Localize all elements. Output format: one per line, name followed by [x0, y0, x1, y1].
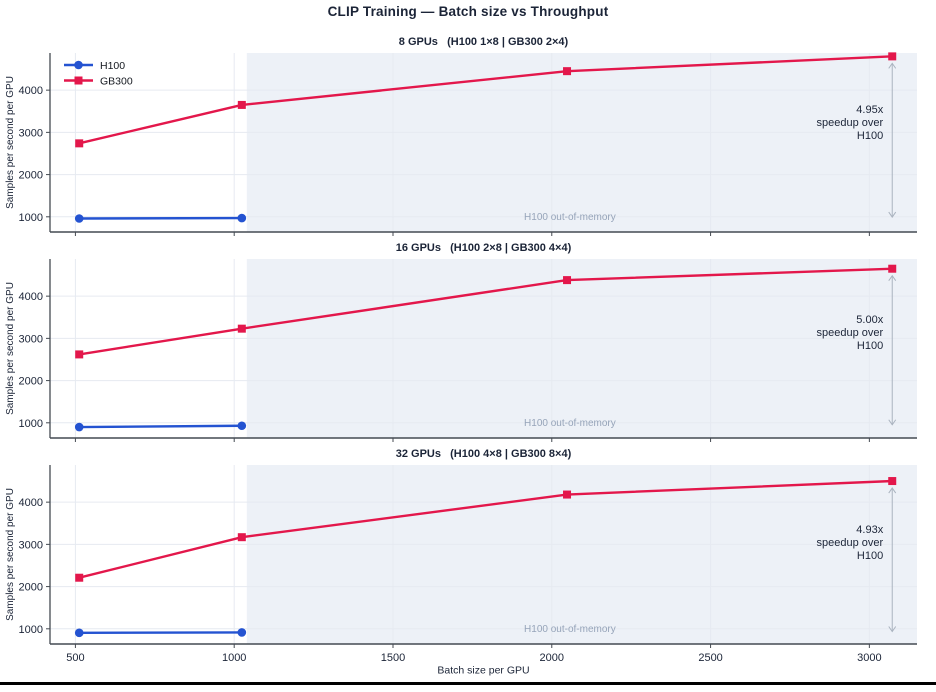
y-tick-label: 1000	[19, 212, 43, 224]
y-tick-label: 2000	[19, 582, 43, 594]
data-point-square	[563, 67, 572, 76]
data-point-square	[75, 573, 84, 582]
oom-label: H100 out-of-memory	[524, 418, 616, 429]
series-line	[78, 479, 894, 579]
speedup-annotation-line: 4.95x	[856, 104, 883, 116]
y-tick-label: 1000	[19, 418, 43, 430]
x-tick-label: 3000	[857, 652, 881, 664]
arrowhead-up-icon	[888, 274, 897, 281]
speedup-annotation-line: H100	[857, 340, 883, 352]
data-point-circle	[74, 422, 84, 432]
data-point-square	[563, 276, 572, 285]
data-point-square	[237, 100, 246, 109]
x-tick-label: 2000	[540, 652, 564, 664]
data-point-square	[75, 139, 84, 148]
legend-square-marker-icon	[74, 76, 83, 85]
data-point-square	[563, 490, 572, 499]
series-line	[78, 267, 894, 356]
speedup-annotation-line: H100	[857, 130, 883, 142]
data-point-square	[237, 324, 246, 333]
series-h100	[74, 628, 247, 638]
x-tick-label: 1000	[222, 652, 246, 664]
series-gb300	[75, 477, 897, 582]
arrowhead-up-icon	[888, 62, 897, 69]
oom-region	[246, 465, 918, 644]
series-gb300	[75, 52, 897, 148]
y-tick-label: 3000	[19, 333, 43, 345]
arrowhead-down-icon	[888, 626, 897, 633]
panel-title: 32 GPUs (H100 4×8 | GB300 8×4)	[396, 448, 572, 460]
speedup-annotation-line: speedup over	[817, 537, 884, 549]
data-point-circle	[237, 213, 247, 223]
x-tick-label: 500	[66, 652, 84, 664]
y-tick-label: 4000	[19, 85, 43, 97]
speedup-annotation-line: 5.00x	[856, 314, 883, 326]
panel-title: 8 GPUs (H100 1×8 | GB300 2×4)	[399, 36, 569, 48]
x-axis-label: Batch size per GPU	[437, 665, 529, 677]
oom-region	[246, 53, 918, 232]
x-tick-label: 1500	[381, 652, 405, 664]
arrowhead-down-icon	[888, 419, 897, 426]
data-point-square	[75, 350, 84, 359]
y-tick-label: 4000	[19, 497, 43, 509]
data-point-circle	[74, 628, 84, 638]
data-point-circle	[237, 628, 247, 637]
speedup-annotation-line: speedup over	[817, 327, 884, 339]
speedup-annotation-line: H100	[857, 550, 883, 562]
oom-label: H100 out-of-memory	[524, 212, 616, 223]
y-axis-label: Samples per second per GPU	[5, 76, 16, 209]
data-point-circle	[74, 214, 84, 223]
legend-label: H100	[100, 60, 125, 72]
speedup-annotation-line: speedup over	[817, 117, 884, 129]
y-tick-label: 2000	[19, 170, 43, 182]
y-axis-label: Samples per second per GPU	[5, 488, 16, 621]
series-gb300	[75, 264, 897, 359]
y-tick-label: 2000	[19, 376, 43, 388]
y-tick-label: 3000	[19, 127, 43, 139]
oom-label: H100 out-of-memory	[524, 624, 616, 635]
data-point-circle	[237, 421, 247, 431]
x-tick-label: 2500	[698, 652, 722, 664]
series-h100	[74, 421, 247, 432]
panel-title: 16 GPUs (H100 2×8 | GB300 4×4)	[396, 242, 572, 254]
oom-region	[246, 259, 918, 438]
y-tick-label: 1000	[19, 624, 43, 636]
legend-circle-marker-icon	[74, 60, 83, 70]
series-line	[78, 424, 244, 429]
arrowhead-up-icon	[888, 487, 897, 494]
data-point-square	[237, 533, 246, 542]
data-point-square	[888, 477, 897, 486]
speedup-annotation-line: 4.93x	[856, 524, 883, 536]
series-line	[78, 55, 894, 145]
series-h100	[74, 213, 247, 223]
data-point-square	[888, 52, 897, 61]
y-tick-label: 3000	[19, 539, 43, 551]
arrowhead-down-icon	[888, 211, 897, 218]
y-tick-label: 4000	[19, 291, 43, 303]
panel-2: 1000 2000 3000 4000 500 1000 1500 2000 2500 3000 B…	[5, 448, 918, 677]
bottom-divider	[0, 682, 936, 685]
legend: H100 GB300	[64, 60, 133, 87]
data-point-square	[888, 264, 897, 273]
legend-label: GB300	[100, 75, 133, 87]
y-axis-label: Samples per second per GPU	[5, 282, 16, 415]
figure-title: CLIP Training — Batch size vs Throughput	[327, 4, 609, 19]
